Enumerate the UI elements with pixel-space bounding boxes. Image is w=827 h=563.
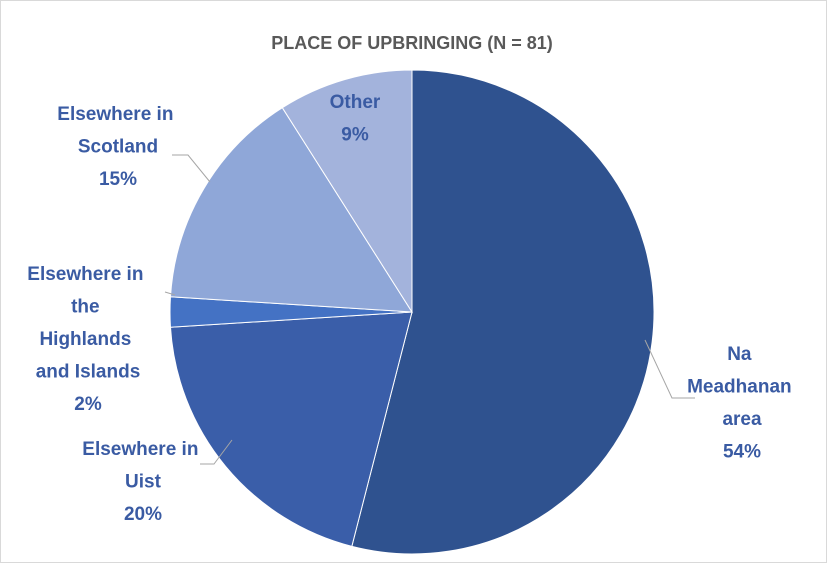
value-label: 2% — [74, 394, 102, 415]
value-label: 9% — [341, 125, 369, 146]
pie-slice — [281, 69, 413, 314]
slice-label: Elsewhere in Uist — [82, 439, 203, 493]
leader-line — [644, 339, 695, 399]
value-label: 54% — [723, 442, 761, 463]
pie-slice — [169, 106, 413, 313]
value-label: 15% — [99, 169, 137, 190]
value-label: 20% — [124, 504, 162, 525]
slice-label: Other — [330, 92, 381, 113]
slice-label: Elsewhere in Scotland — [57, 104, 178, 158]
slice-label: Elsewhere in the Highlands and Islands — [27, 264, 148, 383]
leader-line — [172, 154, 211, 183]
pie-slice — [169, 311, 413, 548]
leader-line — [164, 291, 176, 296]
chart-title: PLACE OF UPBRINGING (N = 81) — [271, 33, 553, 53]
leader-line — [200, 439, 233, 465]
slice-label: Na Meadhanan area — [687, 344, 797, 430]
pie-slice — [351, 69, 655, 555]
